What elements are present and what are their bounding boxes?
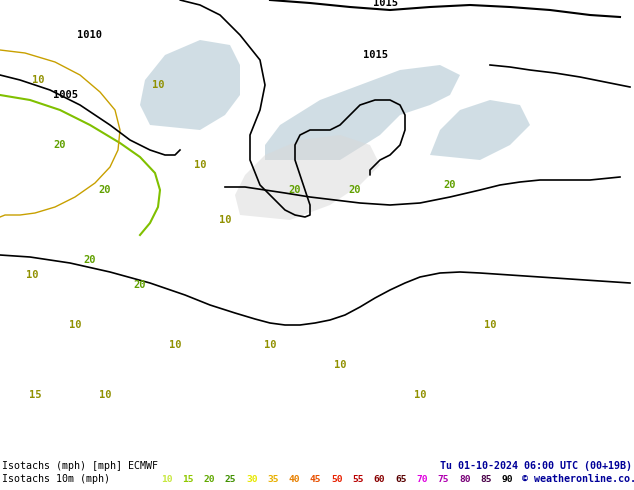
Text: 55: 55	[353, 475, 364, 484]
Text: 20: 20	[204, 475, 215, 484]
Text: 35: 35	[268, 475, 279, 484]
Text: Isotachs 10m (mph): Isotachs 10m (mph)	[2, 474, 110, 484]
Polygon shape	[265, 65, 460, 160]
Text: 1015: 1015	[363, 50, 387, 60]
Text: © weatheronline.co.uk: © weatheronline.co.uk	[522, 474, 634, 484]
Text: 10: 10	[169, 340, 181, 350]
Text: 10: 10	[161, 475, 172, 484]
Text: Tu 01-10-2024 06:00 UTC (00+19B): Tu 01-10-2024 06:00 UTC (00+19B)	[440, 461, 632, 471]
Text: 45: 45	[310, 475, 321, 484]
Text: 20: 20	[444, 180, 456, 190]
Text: 20: 20	[54, 140, 66, 150]
Text: 10: 10	[26, 270, 38, 280]
Polygon shape	[430, 100, 530, 160]
Text: 10: 10	[414, 390, 426, 400]
Text: 75: 75	[437, 475, 450, 484]
Text: 10: 10	[68, 320, 81, 330]
Text: Isotachs (mph) [mph] ECMWF: Isotachs (mph) [mph] ECMWF	[2, 461, 158, 471]
Text: 10: 10	[484, 320, 496, 330]
Text: 60: 60	[374, 475, 385, 484]
Text: 10: 10	[32, 75, 44, 85]
Text: 85: 85	[481, 475, 492, 484]
Text: 10: 10	[99, 390, 111, 400]
Text: 30: 30	[246, 475, 257, 484]
Polygon shape	[140, 40, 240, 130]
Text: 10: 10	[152, 80, 164, 90]
Text: 15: 15	[29, 390, 41, 400]
Text: 20: 20	[99, 185, 111, 195]
Text: 20: 20	[288, 185, 301, 195]
Polygon shape	[235, 135, 380, 220]
Text: 80: 80	[459, 475, 470, 484]
Text: 20: 20	[84, 255, 96, 265]
Text: 20: 20	[134, 280, 146, 290]
Text: 10: 10	[194, 160, 206, 170]
Text: 40: 40	[288, 475, 300, 484]
Text: 70: 70	[417, 475, 428, 484]
Text: 10: 10	[264, 340, 276, 350]
Text: 65: 65	[395, 475, 406, 484]
Text: 1005: 1005	[53, 90, 77, 100]
Text: 90: 90	[501, 475, 513, 484]
Text: 10: 10	[219, 215, 231, 225]
Text: 1010: 1010	[77, 30, 103, 40]
Text: 10: 10	[333, 360, 346, 370]
Text: 50: 50	[331, 475, 343, 484]
Text: 25: 25	[225, 475, 236, 484]
Text: 15: 15	[182, 475, 194, 484]
Text: 20: 20	[349, 185, 361, 195]
Text: 1015: 1015	[373, 0, 398, 8]
